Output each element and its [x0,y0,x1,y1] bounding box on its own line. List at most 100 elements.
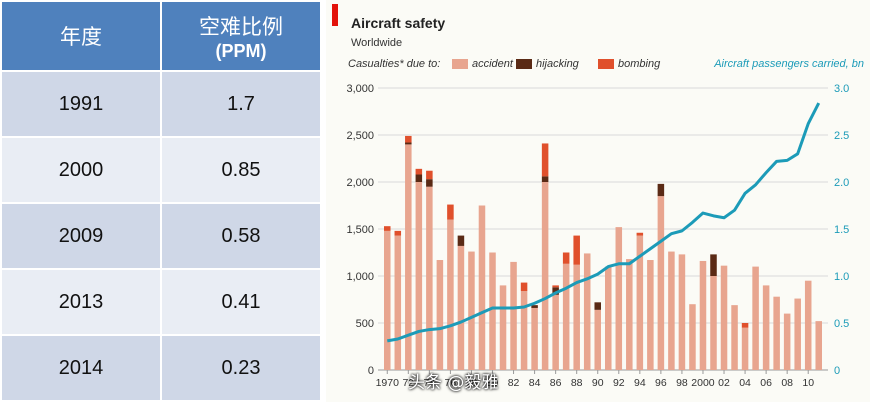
bar-accident [647,260,654,370]
bar-accident [762,285,770,370]
x-tick-label: 92 [613,377,625,389]
x-tick-label: 06 [760,377,772,389]
x-tick-label: 94 [634,377,646,389]
y-left-tick-label: 3,000 [346,83,374,95]
table-row: 2013 0.41 [0,268,322,336]
x-tick-label: 98 [676,377,688,389]
legend-label-bombing: bombing [618,58,661,70]
bar-accident [415,182,423,370]
ratio-header-label: 空难比例 [199,14,283,39]
year-header: 年度 [0,0,162,72]
chart-subtitle: Worldwide [351,37,403,49]
x-tick-label: 80 [487,377,499,389]
bar-hijacking [710,254,717,276]
bar-accident [794,298,801,370]
bar-accident [552,294,559,370]
right-axis-label: Aircraft passengers carried, bn [714,58,864,70]
bar-hijacking [457,235,465,246]
y-right-tick-label: 0.5 [834,318,849,330]
y-left-tick-label: 2,500 [346,130,374,142]
bar-accident [741,327,749,370]
bar-bombing [405,135,412,143]
x-tick-label: 72 [402,377,414,389]
ratio-header: 空难比例 (PPM) [160,0,322,72]
bar-accident [710,276,717,370]
bar-accident [520,291,528,370]
ratio-cell: 0.58 [160,202,322,270]
bar-hijacking [541,176,549,182]
brand-tab [332,4,338,26]
year-cell: 1991 [0,70,162,138]
chart-title: Aircraft safety [351,15,446,31]
y-left-tick-label: 500 [356,318,374,330]
legend-prefix: Casualties* due to: [348,58,441,70]
bar-accident [668,251,675,370]
bar-bombing [520,282,528,292]
bar-hijacking [405,142,412,145]
table-row: 2009 0.58 [0,202,322,270]
bar-accident [815,321,823,370]
x-tick-label: 86 [550,377,562,389]
bar-bombing [552,285,559,288]
bar-bombing [741,323,749,328]
bar-accident [626,259,633,370]
bar-accident [604,266,612,370]
ratio-cell: 1.7 [160,70,322,138]
bar-hijacking [531,305,538,308]
bar-accident [436,260,444,370]
x-tick-label: 76 [445,377,457,389]
y-left-tick-label: 1,000 [346,271,374,283]
bar-accident [678,254,686,370]
chart-canvas: 0 500 1,000 1,500 2,000 2,500 3,000 0 0.5 1.0 1.5 2… [346,83,849,389]
y-left-tick-label: 1,500 [346,224,374,236]
bar-accident [394,235,402,370]
bar-accident [426,186,433,370]
y-right-tick-label: 2.0 [834,177,849,189]
bar-accident [699,260,707,370]
bar-accident [531,307,538,370]
y-right-tick-label: 1.5 [834,224,849,236]
bar-accident [773,296,780,370]
x-tick-label: 88 [571,377,583,389]
bar-accident [468,251,475,370]
bar-accident [720,265,728,370]
bar-bombing [394,230,402,236]
legend-label-hijacking: hijacking [536,58,579,70]
bar-accident [457,245,465,370]
bar-accident [541,182,549,370]
table-row: 1991 1.7 [0,70,322,138]
bar-accident [752,266,759,370]
bar-accident [583,253,591,370]
x-tick-label: 74 [424,377,436,389]
ratio-cell: 0.23 [160,334,322,402]
x-tick-label: 10 [802,377,814,389]
bar-bombing [573,235,580,265]
bar-accident [478,205,486,370]
year-cell: 2009 [0,202,162,270]
table-row: 2014 0.23 [0,334,322,402]
bar-accident [636,235,644,370]
bar-bombing [415,168,423,175]
bar-accident [489,252,496,370]
bar-hijacking [426,179,433,187]
x-tick-label: 02 [718,377,730,389]
chart-panel: Aircraft safety Worldwide Casualties* du… [326,0,870,402]
ratio-header-unit: (PPM) [215,40,267,61]
ratio-cell: 0.41 [160,268,322,336]
bar-bombing [426,170,433,180]
x-tick-label: 2000 [691,377,715,389]
bar-accident [731,305,738,370]
bar-accident [783,313,791,370]
year-cell: 2013 [0,268,162,336]
watermark: 头条 @毅雅 [408,373,499,393]
y-right-tick-label: 3.0 [834,83,849,95]
bar-hijacking [552,287,559,295]
bar-accident [804,280,812,370]
bar-accident [615,227,623,370]
x-tick-label: 78 [466,377,478,389]
bar-bombing [383,226,391,231]
bar-accident [594,309,602,370]
bar-accident [657,196,665,370]
y-right-tick-label: 0 [834,365,840,377]
bar-accident [510,261,517,370]
